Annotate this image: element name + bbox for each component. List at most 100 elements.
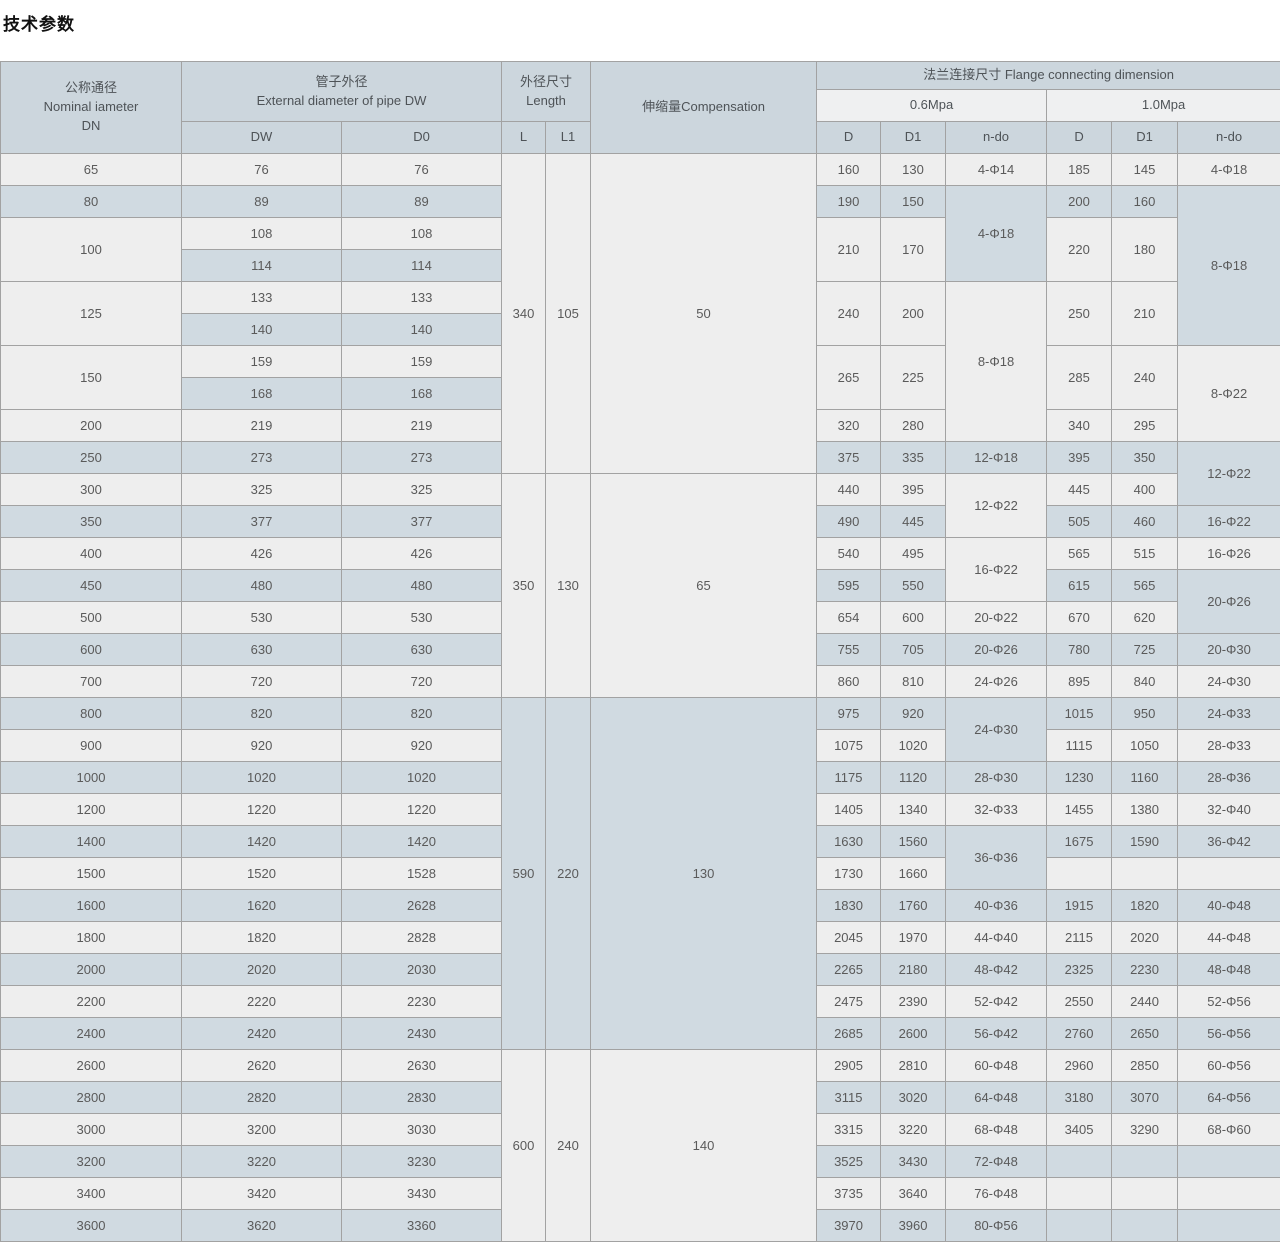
- table-cell: 3200: [182, 1114, 342, 1146]
- table-cell: 810: [881, 666, 946, 698]
- table-cell: 2230: [1112, 954, 1178, 986]
- table-cell: 1830: [817, 890, 881, 922]
- table-cell: 108: [182, 218, 342, 250]
- table-cell: 755: [817, 634, 881, 666]
- table-cell: 1175: [817, 762, 881, 794]
- table-cell: 3030: [342, 1114, 502, 1146]
- table-cell: 219: [182, 410, 342, 442]
- table-cell: 2600: [881, 1018, 946, 1050]
- table-cell: 654: [817, 602, 881, 634]
- table-cell: 2000: [1, 954, 182, 986]
- table-cell: 2430: [342, 1018, 502, 1050]
- table-cell: 600: [1, 634, 182, 666]
- table-cell: 900: [1, 730, 182, 762]
- table-cell: 377: [342, 506, 502, 538]
- table-cell: 395: [1047, 442, 1112, 474]
- table-cell: [1112, 1146, 1178, 1178]
- table-cell: 725: [1112, 634, 1178, 666]
- table-cell: 2685: [817, 1018, 881, 1050]
- table-cell: 3180: [1047, 1082, 1112, 1114]
- table-cell: 2810: [881, 1050, 946, 1082]
- table-cell: 2180: [881, 954, 946, 986]
- table-cell: 1420: [182, 826, 342, 858]
- table-cell: 65: [1, 154, 182, 186]
- table-cell: 4-Φ18: [946, 186, 1047, 282]
- table-cell: 920: [342, 730, 502, 762]
- col-header-l1: L1: [546, 122, 591, 154]
- table-cell: 1400: [1, 826, 182, 858]
- table-cell: 3405: [1047, 1114, 1112, 1146]
- table-cell: 325: [182, 474, 342, 506]
- table-cell: 76: [342, 154, 502, 186]
- table-cell: 2200: [1, 986, 182, 1018]
- table-cell: 150: [881, 186, 946, 218]
- table-cell: 630: [182, 634, 342, 666]
- table-cell: [1178, 1178, 1280, 1210]
- table-cell: 565: [1047, 538, 1112, 570]
- table-cell: 28-Φ36: [1178, 762, 1280, 794]
- table-cell: 1020: [342, 762, 502, 794]
- table-cell: 4-Φ14: [946, 154, 1047, 186]
- table-cell: 1800: [1, 922, 182, 954]
- table-cell: [1178, 858, 1280, 890]
- table-cell: 300: [1, 474, 182, 506]
- table-cell: 80-Φ56: [946, 1210, 1047, 1242]
- table-cell: [1178, 1146, 1280, 1178]
- table-cell: 920: [881, 698, 946, 730]
- table-cell: 273: [182, 442, 342, 474]
- table-cell: 3640: [881, 1178, 946, 1210]
- table-cell: 28-Φ30: [946, 762, 1047, 794]
- col-header-pressure-06: 0.6Mpa: [817, 90, 1047, 122]
- table-cell: 32-Φ33: [946, 794, 1047, 826]
- table-cell: 820: [182, 698, 342, 730]
- table-cell: 2820: [182, 1082, 342, 1114]
- table-cell: 500: [1, 602, 182, 634]
- table-cell: 2220: [182, 986, 342, 1018]
- table-cell: 1420: [342, 826, 502, 858]
- table-cell: 3525: [817, 1146, 881, 1178]
- table-cell: 68-Φ60: [1178, 1114, 1280, 1146]
- col-header-compensation: 伸缩量Compensation: [591, 62, 817, 154]
- table-cell: 159: [342, 346, 502, 378]
- table-cell: 2630: [342, 1050, 502, 1082]
- table-cell: 1590: [1112, 826, 1178, 858]
- table-cell: 2030: [342, 954, 502, 986]
- table-cell: 32-Φ40: [1178, 794, 1280, 826]
- table-cell: 56-Φ56: [1178, 1018, 1280, 1050]
- table-cell: 1000: [1, 762, 182, 794]
- table-cell: 1120: [881, 762, 946, 794]
- table-cell: 320: [817, 410, 881, 442]
- table-cell: 800: [1, 698, 182, 730]
- col-header-d0: D0: [342, 122, 502, 154]
- table-cell: 440: [817, 474, 881, 506]
- table-cell: 3735: [817, 1178, 881, 1210]
- table-cell: 1760: [881, 890, 946, 922]
- table-cell: 3360: [342, 1210, 502, 1242]
- table-cell: 1200: [1, 794, 182, 826]
- table-cell: 720: [342, 666, 502, 698]
- table-cell: 12-Φ18: [946, 442, 1047, 474]
- table-cell: 720: [182, 666, 342, 698]
- table-cell: 450: [1, 570, 182, 602]
- table-cell: 2850: [1112, 1050, 1178, 1082]
- table-cell: 3315: [817, 1114, 881, 1146]
- table-cell: 20-Φ26: [946, 634, 1047, 666]
- table-cell: 60-Φ56: [1178, 1050, 1280, 1082]
- table-cell: 3430: [342, 1178, 502, 1210]
- table-cell: 12-Φ22: [946, 474, 1047, 538]
- table-cell: 1528: [342, 858, 502, 890]
- table-cell: 56-Φ42: [946, 1018, 1047, 1050]
- table-cell: 565: [1112, 570, 1178, 602]
- table-cell: 2830: [342, 1082, 502, 1114]
- col-header-length: 外径尺寸 Length: [502, 62, 591, 122]
- col-header-flange-dimension: 法兰连接尺寸 Flange connecting dimension: [817, 62, 1280, 90]
- table-cell: 20-Φ26: [1178, 570, 1280, 634]
- table-cell: 375: [817, 442, 881, 474]
- table-cell: 1620: [182, 890, 342, 922]
- table-cell: 89: [342, 186, 502, 218]
- table-cell: [1047, 1178, 1112, 1210]
- table-cell: 1560: [881, 826, 946, 858]
